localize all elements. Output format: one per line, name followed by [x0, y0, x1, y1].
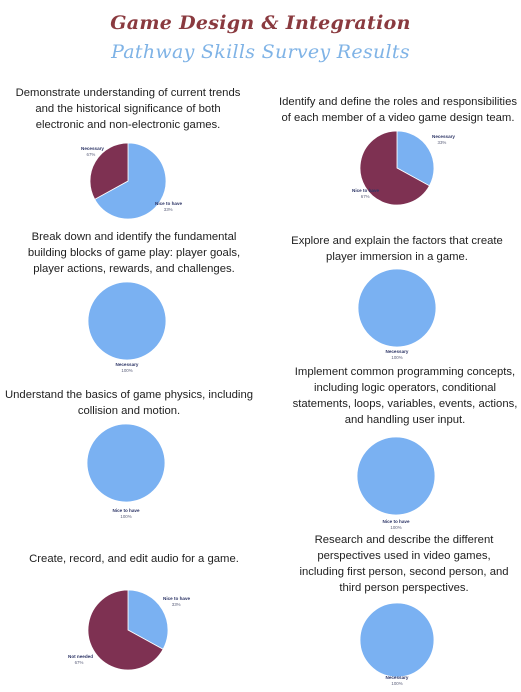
pie-slice-nice-to-have: [127, 589, 169, 650]
pie-slice-necessary: [87, 281, 167, 361]
slice-label: Nice to have: [382, 519, 410, 524]
slice-percent: 67%: [361, 194, 370, 199]
slice-label: Necessary: [116, 362, 139, 367]
page-title: Game Design & Integration: [110, 12, 411, 34]
pie-slice-nice-to-have: [359, 130, 430, 206]
page-subtitle: Pathway Skills Survey Results: [111, 41, 410, 63]
question-4: Understand the basics of game physics, i…: [4, 389, 254, 417]
pie-slice-necessary: [94, 142, 167, 220]
slice-percent: 33%: [438, 140, 447, 145]
question-3: Explore and explain the factors that cre…: [291, 235, 503, 263]
slice-label: Nice to have: [112, 508, 140, 513]
slice-percent: 67%: [87, 152, 96, 157]
slice-label: Nice to have: [163, 596, 191, 601]
pie-slice-necessary: [359, 602, 435, 678]
pie-slice-nice-to-have: [89, 142, 129, 200]
slice-percent: 33%: [164, 207, 173, 212]
slice-percent: 100%: [391, 681, 402, 686]
question-5: Implement common programming concepts, i…: [292, 366, 518, 426]
slice-percent: 100%: [390, 525, 401, 530]
pie-slice-not-needed: [87, 589, 164, 671]
slice-label: Nice to have: [352, 188, 380, 193]
slice-label: Necessary: [81, 146, 104, 151]
pie-slice-nice-to-have: [356, 436, 436, 516]
question-2: Break down and identify the fundamental …: [27, 231, 241, 275]
question-1: Identify and define the roles and respon…: [278, 96, 517, 124]
slice-label: Necessary: [386, 675, 409, 680]
slice-label: Nice to have: [155, 201, 183, 206]
pie-slice-necessary: [357, 268, 437, 348]
slice-percent: 67%: [75, 660, 84, 665]
question-0: Demonstrate understanding of current tre…: [15, 87, 241, 131]
slice-label: Necessary: [432, 134, 455, 139]
pie-slice-nice-to-have: [86, 423, 166, 503]
pie-slice-necessary: [396, 130, 435, 187]
slice-label: Not needed: [68, 654, 93, 659]
slice-label: Necessary: [386, 349, 409, 354]
slice-percent: 100%: [120, 514, 131, 519]
question-7: Research and describe the different pers…: [299, 534, 509, 594]
slice-percent: 33%: [172, 602, 181, 607]
question-6: Create, record, and edit audio for a gam…: [29, 553, 239, 565]
slice-percent: 100%: [391, 355, 402, 360]
slice-percent: 100%: [121, 368, 132, 373]
